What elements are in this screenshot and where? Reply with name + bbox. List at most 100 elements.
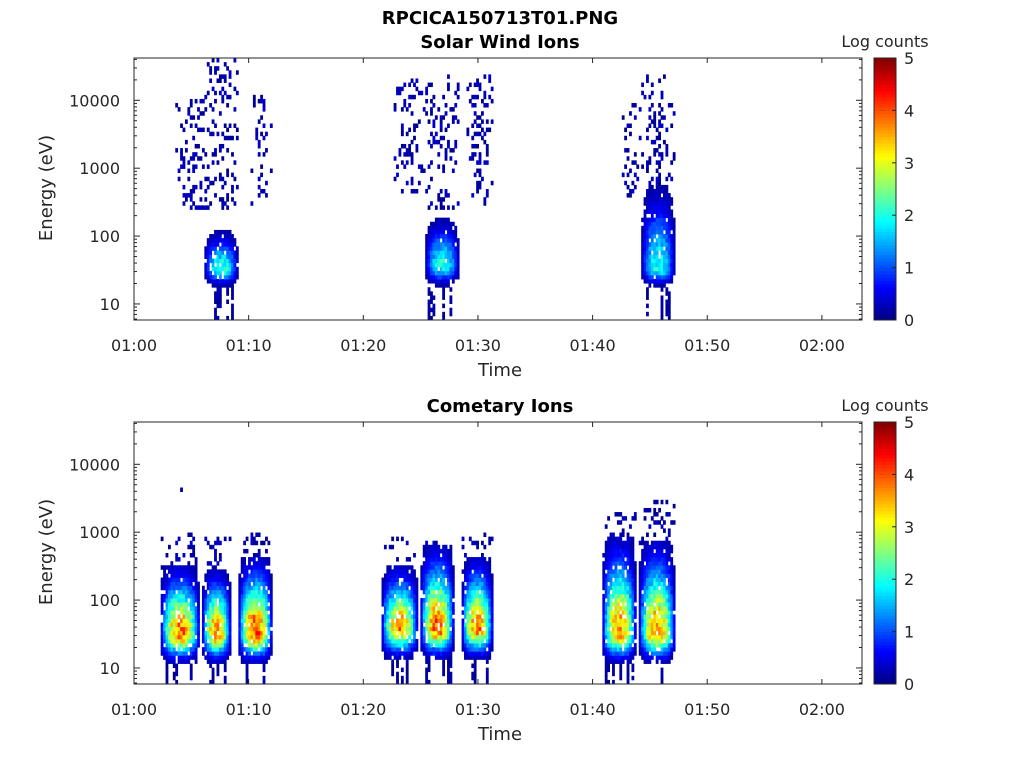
spectrogram-cell xyxy=(660,524,664,529)
spectrogram-cell xyxy=(653,643,657,648)
spectrogram-cell xyxy=(427,573,431,578)
spectrogram-cell xyxy=(488,655,492,660)
colorbar-tick-label: 5 xyxy=(904,49,914,68)
spectrogram-cell xyxy=(209,622,213,628)
spectrogram-cell xyxy=(646,561,649,566)
colorbar-swatch xyxy=(874,503,896,508)
spectrogram-cell xyxy=(670,577,674,583)
spectrogram-cell xyxy=(444,598,448,603)
spectrogram-cell xyxy=(262,663,266,669)
spectrogram-cell xyxy=(413,585,416,591)
spectrogram-cell xyxy=(226,94,230,100)
spectrogram-cell xyxy=(663,557,666,562)
spectrogram-cell xyxy=(633,512,637,517)
spectrogram-cell xyxy=(396,581,399,587)
spectrogram-cell xyxy=(194,647,198,652)
spectrogram-cell xyxy=(420,618,424,623)
spectrogram-cell xyxy=(425,655,429,660)
spectrogram-cell xyxy=(403,655,407,660)
spectrogram-cell xyxy=(478,156,482,161)
spectrogram-cell xyxy=(209,258,213,264)
spectrogram-cell xyxy=(454,266,458,272)
spectrogram-cell xyxy=(638,107,642,112)
spectrogram-cell xyxy=(257,585,261,591)
spectrogram-cell xyxy=(245,626,249,632)
spectrogram-cell xyxy=(221,622,225,628)
spectrogram-cell xyxy=(468,156,472,161)
spectrogram-cell xyxy=(187,193,191,198)
spectrogram-cell xyxy=(184,659,188,664)
spectrogram-cell xyxy=(163,585,166,591)
spectrogram-cell xyxy=(391,536,395,542)
spectrogram-cell xyxy=(449,675,453,681)
spectrogram-cell xyxy=(481,622,484,628)
spectrogram-cell xyxy=(631,516,635,521)
spectrogram-cell xyxy=(209,659,213,664)
spectrogram-cell xyxy=(245,622,249,628)
spectrogram-cell xyxy=(257,143,261,149)
colorbar-swatch xyxy=(874,221,896,226)
spectrogram-cell xyxy=(483,160,487,165)
spectrogram-cell xyxy=(223,630,227,636)
spectrogram-cell xyxy=(177,659,181,664)
spectrogram-cell xyxy=(165,622,169,628)
spectrogram-cell xyxy=(451,229,455,235)
colorbar-swatch xyxy=(874,264,896,269)
spectrogram-cell xyxy=(621,561,625,566)
spectrogram-cell xyxy=(658,581,661,587)
colorbar-swatch xyxy=(874,175,896,180)
spectrogram-cell xyxy=(619,630,623,636)
spectrogram-cell xyxy=(177,168,181,174)
spectrogram-cell xyxy=(214,581,217,587)
spectrogram-cell xyxy=(650,610,654,615)
spectrogram-cell xyxy=(400,160,404,165)
spectrogram-cell xyxy=(468,565,472,570)
spectrogram-cell xyxy=(243,569,247,574)
spectrogram-cell xyxy=(223,663,227,669)
spectrogram-cell xyxy=(672,229,676,235)
colorbar-swatch xyxy=(874,166,896,170)
spectrogram-cell xyxy=(621,532,625,538)
spectrogram-cell xyxy=(427,270,431,276)
spectrogram-cell xyxy=(468,618,472,623)
spectrogram-cell xyxy=(250,201,254,206)
spectrogram-cell xyxy=(629,647,632,652)
spectrogram-cell xyxy=(233,279,237,284)
spectrogram-cell xyxy=(612,638,615,644)
spectrogram-cell xyxy=(638,589,642,595)
spectrogram-cell xyxy=(218,655,222,660)
spectrogram-cell xyxy=(260,606,264,611)
spectrogram-cell xyxy=(468,589,472,595)
spectrogram-cell xyxy=(396,659,399,664)
spectrogram-cell xyxy=(262,581,266,587)
spectrogram-cell xyxy=(187,618,191,623)
spectrogram-cell xyxy=(444,655,448,660)
spectrogram-cell xyxy=(175,581,179,587)
spectrogram-cell xyxy=(449,569,453,574)
spectrogram-cell xyxy=(444,148,448,153)
spectrogram-cell xyxy=(228,74,232,79)
spectrogram-cell xyxy=(223,589,227,595)
spectrogram-cell xyxy=(221,634,225,640)
spectrogram-cell xyxy=(641,561,644,566)
spectrogram-cell xyxy=(189,667,193,673)
spectrogram-cell xyxy=(473,626,477,632)
spectrogram-cell xyxy=(223,626,227,632)
spectrogram-cell xyxy=(442,164,446,169)
spectrogram-cell xyxy=(663,655,666,660)
colorbar-swatch xyxy=(874,198,896,203)
spectrogram-cell xyxy=(160,593,164,599)
colorbar-swatch xyxy=(874,80,896,85)
spectrogram-cell xyxy=(434,565,438,570)
spectrogram-cell xyxy=(672,573,676,578)
spectrogram-cell xyxy=(447,675,450,681)
spectrogram-cell xyxy=(478,610,482,615)
spectrogram-cell xyxy=(209,103,213,108)
spectrogram-cell xyxy=(660,675,664,681)
spectrogram-cell xyxy=(197,618,200,623)
spectrogram-cell xyxy=(660,602,664,607)
spectrogram-cell xyxy=(483,606,487,611)
spectrogram-cell xyxy=(432,626,436,632)
spectrogram-cell xyxy=(483,581,487,587)
spectrogram-cell xyxy=(214,90,217,96)
